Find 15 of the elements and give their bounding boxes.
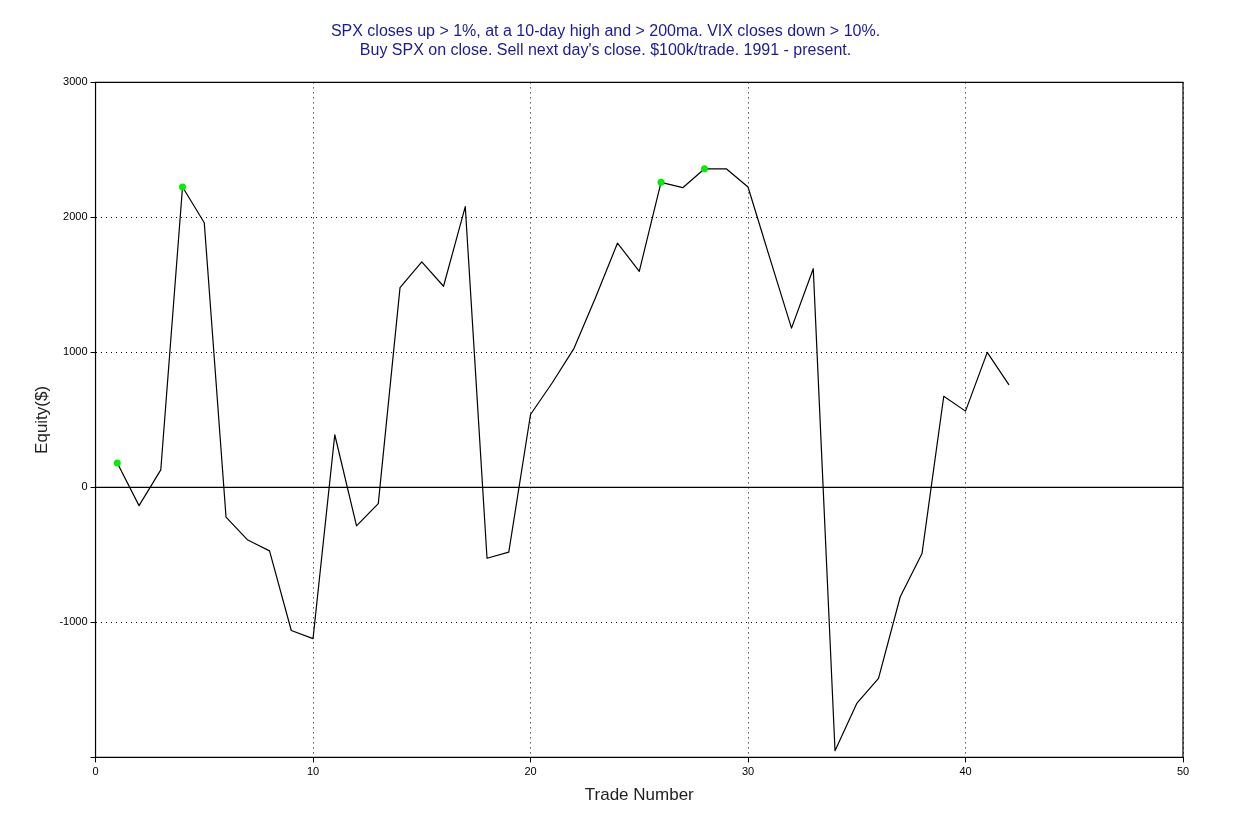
y-tick-label: 0	[81, 480, 88, 493]
y-tick-label: 2000	[63, 210, 88, 223]
x-tick-label: 40	[959, 765, 972, 778]
y-tick-label: 3000	[63, 75, 88, 88]
y-tick-label: -1000	[59, 615, 88, 628]
text: Buy SPX on close. Sell next day's close. $100k/trade. 1991 - present.	[359, 41, 852, 59]
x-tick-label: 20	[524, 765, 537, 778]
x-tick-label: 10	[306, 765, 320, 778]
x-tick-label: 30	[741, 765, 755, 778]
y-tick-label: 1000	[63, 345, 88, 358]
y-axis-title: Equity($)	[31, 385, 51, 454]
x-tick-label: 50	[1176, 765, 1190, 778]
x-axis-title: Trade Number	[584, 785, 695, 805]
text: SPX closes up > 1%, at a 10-day high and > 200ma. VIX closes down > 10%.	[330, 22, 881, 40]
x-tick-label: 0	[92, 765, 99, 778]
